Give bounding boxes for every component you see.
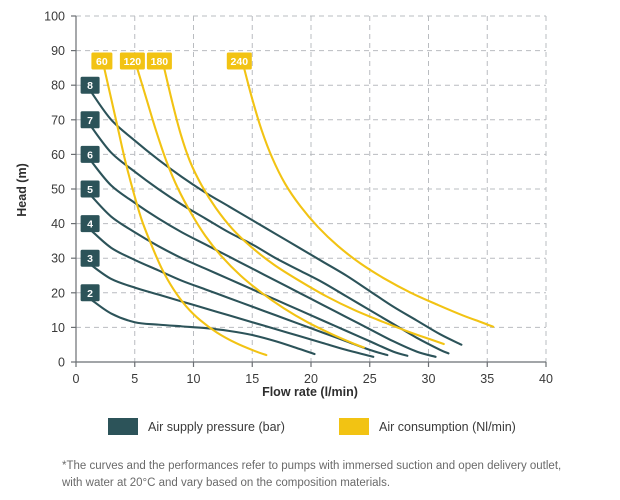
curve-badge-240: 240 <box>226 52 252 70</box>
curve-120 <box>136 66 365 349</box>
gridlines <box>76 15 547 362</box>
curve-6 <box>90 160 437 358</box>
footnote-line-2: with water at 20°C and vary based on the… <box>62 476 391 489</box>
curve-badge-5: 5 <box>80 180 100 198</box>
x-tick-label: 10 <box>187 372 201 386</box>
curve-badge-label: 6 <box>87 149 93 161</box>
x-tick-label: 40 <box>539 372 553 386</box>
y-tick-label: 100 <box>44 10 65 24</box>
axes <box>71 15 547 367</box>
curve-badge-label: 2 <box>87 288 93 300</box>
x-tick-label: 35 <box>480 372 494 386</box>
y-tick-label: 60 <box>51 148 65 162</box>
curve-badges: 8 7 6 5 4 3 2 60 120 180 240 <box>80 52 252 302</box>
curve-badge-label: 5 <box>87 184 93 196</box>
legend-label-air-supply-pressure: Air supply pressure (bar) <box>148 419 285 434</box>
chart-footnote: *The curves and the performances refer t… <box>62 458 607 491</box>
legend-label-air-consumption: Air consumption (Nl/min) <box>379 419 516 434</box>
curve-badge-7: 7 <box>80 111 100 129</box>
x-tick-label: 0 <box>73 372 80 386</box>
curve-240 <box>242 66 495 328</box>
legend-item-air-supply-pressure: Air supply pressure (bar) <box>108 418 285 435</box>
x-tick-label: 20 <box>304 372 318 386</box>
curve-badge-label: 240 <box>231 56 249 68</box>
curve-60 <box>103 66 268 357</box>
x-tick-label: 15 <box>245 372 259 386</box>
y-tick-label: 40 <box>51 217 65 231</box>
curve-badge-2: 2 <box>80 284 100 302</box>
curve-badge-label: 120 <box>124 56 142 68</box>
y-tick-label: 20 <box>51 286 65 300</box>
y-tick-label: 50 <box>51 183 65 197</box>
curve-badge-label: 8 <box>87 80 93 92</box>
curve-badge-180: 180 <box>146 52 172 70</box>
curve-badge-6: 6 <box>80 145 100 163</box>
legend-swatch-air-consumption <box>339 418 369 435</box>
curve-badge-8: 8 <box>80 76 100 94</box>
curve-badge-label: 180 <box>151 56 169 68</box>
curve-3 <box>90 264 375 358</box>
footnote-line-1: *The curves and the performances refer t… <box>62 460 562 472</box>
y-tick-label: 70 <box>51 113 65 127</box>
x-tick-label: 25 <box>363 372 377 386</box>
curve-8 <box>90 91 463 346</box>
curve-badge-3: 3 <box>80 249 100 267</box>
curve-5 <box>90 194 409 357</box>
curve-badge-label: 4 <box>87 219 93 231</box>
x-axis-title: Flow rate (l/min) <box>262 385 358 399</box>
legend-item-air-consumption: Air consumption (Nl/min) <box>339 418 516 435</box>
curve-lines <box>90 66 495 358</box>
y-tick-label: 90 <box>51 44 65 58</box>
y-tick-label: 10 <box>51 321 65 335</box>
legend-swatch-air-supply-pressure <box>108 418 138 435</box>
curve-badge-4: 4 <box>80 215 100 233</box>
curve-badge-label: 3 <box>87 253 93 265</box>
curve-badge-label: 7 <box>87 115 93 127</box>
curve-badge-label: 60 <box>96 56 108 68</box>
y-axis-title: Head (m) <box>15 163 29 216</box>
y-tick-label: 30 <box>51 252 65 266</box>
curve-7 <box>90 125 450 355</box>
chart-legend: Air supply pressure (bar) Air consumptio… <box>0 418 620 444</box>
y-tick-label: 0 <box>58 356 65 370</box>
curve-180 <box>163 66 445 346</box>
x-tick-label: 30 <box>422 372 436 386</box>
x-tick-label: 5 <box>131 372 138 386</box>
curve-2 <box>90 298 316 356</box>
y-tick-label: 80 <box>51 79 65 93</box>
curve-badge-120: 120 <box>119 52 145 70</box>
curve-badge-60: 60 <box>91 52 113 70</box>
